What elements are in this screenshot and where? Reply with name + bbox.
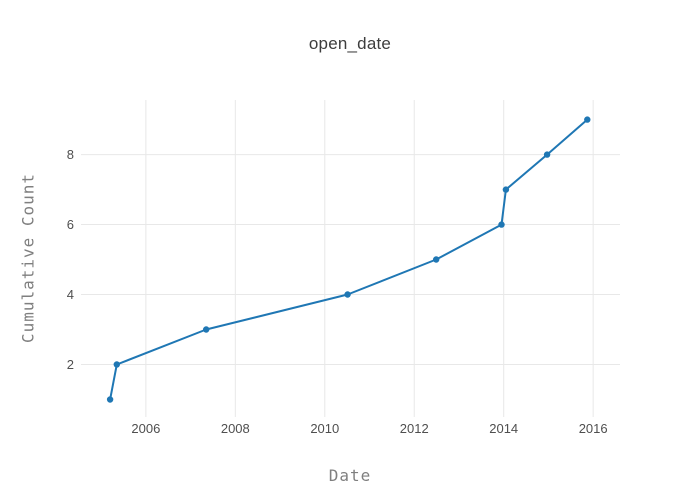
chart-title: open_date <box>308 34 392 53</box>
data-point[interactable] <box>203 326 210 333</box>
data-point[interactable] <box>106 396 114 403</box>
y-tick-label: 8 <box>67 147 74 162</box>
x-tick-label: 2008 <box>221 421 250 436</box>
data-point[interactable] <box>344 291 351 298</box>
x-tick-label: 2016 <box>579 421 608 436</box>
x-tick-label: 2014 <box>489 421 518 436</box>
data-point[interactable] <box>584 116 591 123</box>
y-axis-title: Cumulative Count <box>18 172 38 344</box>
y-tick-label: 2 <box>67 357 74 372</box>
x-tick-label: 2006 <box>131 421 160 436</box>
y-tick-label: 4 <box>67 287 74 302</box>
x-axis-title: Date <box>328 466 372 485</box>
y-tick-label: 6 <box>67 217 74 232</box>
data-point[interactable] <box>543 151 551 158</box>
x-tick-label: 2010 <box>310 421 339 436</box>
data-point[interactable] <box>113 361 121 368</box>
plot-area[interactable] <box>81 100 620 417</box>
data-point[interactable] <box>502 186 510 193</box>
data-point[interactable] <box>498 221 505 228</box>
data-point[interactable] <box>433 256 440 263</box>
x-tick-label: 2012 <box>400 421 429 436</box>
